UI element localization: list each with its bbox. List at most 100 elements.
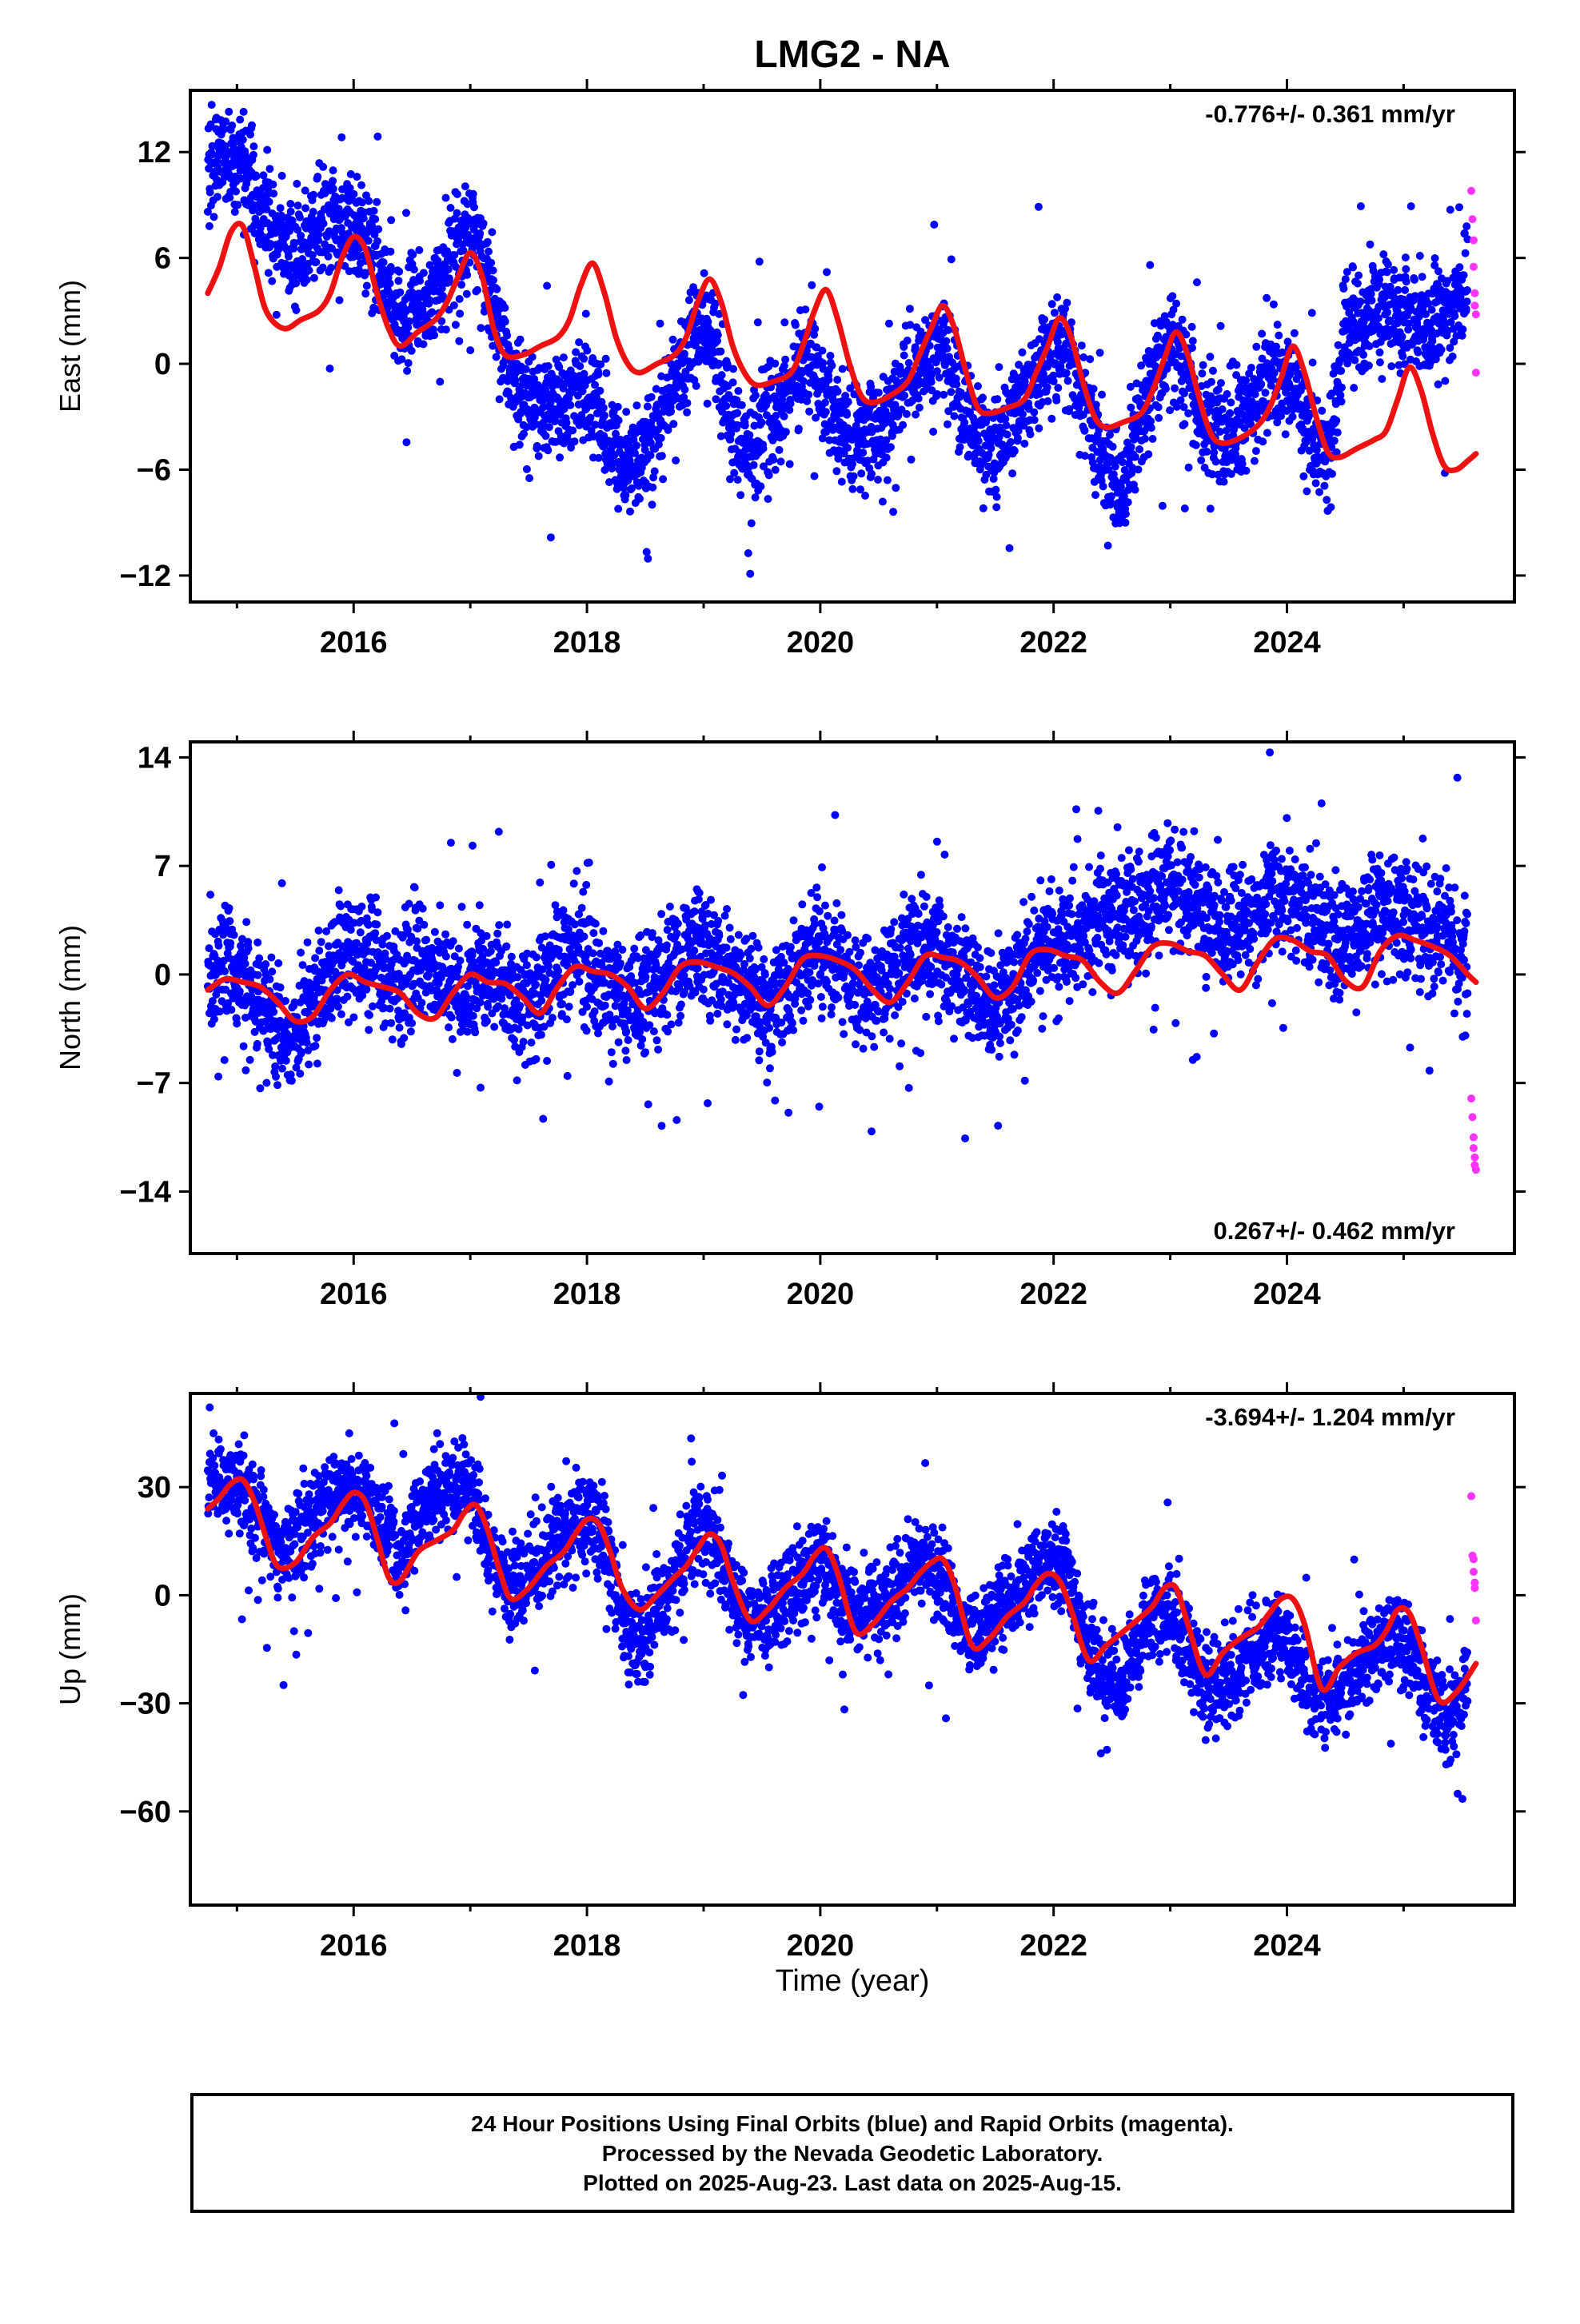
final-point (1135, 445, 1143, 453)
final-point (402, 209, 410, 217)
final-point (1402, 265, 1410, 273)
final-point (1463, 286, 1471, 294)
final-point (357, 181, 365, 189)
final-point (1402, 253, 1410, 261)
final-point (904, 337, 912, 345)
final-point (373, 133, 381, 141)
final-point (299, 961, 307, 969)
final-point (859, 448, 867, 456)
final-point (484, 1003, 492, 1011)
final-point (501, 317, 509, 325)
final-point (328, 1015, 336, 1022)
final-point (357, 928, 365, 936)
final-point (402, 438, 410, 446)
final-point (765, 471, 773, 479)
final-point (544, 446, 552, 454)
final-point (249, 151, 257, 159)
final-point (445, 1023, 453, 1031)
final-point (1223, 390, 1231, 398)
final-point (516, 440, 524, 448)
final-point (1390, 266, 1398, 274)
final-point (991, 486, 999, 494)
x-tick-label: 2022 (1019, 626, 1087, 660)
final-point (407, 1027, 415, 1035)
final-point (1030, 409, 1038, 417)
final-point (358, 198, 366, 206)
final-point (644, 403, 652, 411)
final-point (861, 492, 869, 500)
final-point (442, 194, 450, 202)
final-point (692, 382, 700, 390)
final-point (286, 200, 294, 208)
final-point (210, 213, 218, 221)
final-point (940, 391, 948, 399)
final-point (1217, 379, 1225, 387)
final-point (900, 392, 908, 400)
final-point (843, 411, 851, 419)
final-point (995, 363, 1003, 371)
final-point (795, 425, 803, 433)
final-point (1270, 301, 1278, 309)
final-point (1383, 309, 1391, 317)
final-point (456, 309, 464, 317)
final-point (411, 883, 419, 891)
final-point (361, 289, 369, 297)
final-point (517, 336, 525, 344)
final-point (387, 216, 395, 224)
final-point (780, 318, 788, 326)
final-point (372, 894, 380, 902)
final-point (296, 1070, 304, 1078)
final-point (1181, 504, 1189, 512)
final-point (1379, 250, 1387, 258)
final-point (483, 932, 491, 940)
final-point (464, 1028, 472, 1036)
final-point (268, 967, 276, 975)
final-point (1251, 457, 1259, 465)
final-point (1263, 294, 1271, 302)
final-point (1217, 322, 1225, 330)
final-point (357, 903, 365, 911)
final-point (680, 385, 688, 393)
final-point (1323, 496, 1331, 504)
final-point (1180, 420, 1188, 428)
final-point (278, 1065, 286, 1073)
final-point (395, 268, 403, 276)
final-point (1043, 384, 1051, 392)
final-point (839, 365, 847, 373)
final-point (225, 917, 233, 925)
final-point (1192, 441, 1200, 449)
final-point (718, 371, 726, 379)
final-point (296, 213, 304, 221)
final-point (583, 347, 591, 355)
final-point (1199, 361, 1207, 369)
final-point (1338, 384, 1346, 392)
final-point (777, 457, 785, 465)
final-point (801, 305, 809, 313)
final-point (1185, 464, 1193, 472)
final-point (1188, 323, 1196, 331)
final-point (1007, 438, 1015, 446)
final-point (804, 391, 812, 399)
final-point (365, 1026, 373, 1034)
final-point (431, 928, 439, 936)
final-point (240, 1042, 248, 1050)
final-point (236, 987, 244, 995)
final-point (1020, 440, 1028, 448)
final-point (400, 1034, 408, 1042)
final-point (1257, 381, 1265, 389)
final-point (267, 954, 275, 962)
final-point (1044, 397, 1052, 405)
final-point (1031, 416, 1039, 424)
final-point (1458, 325, 1466, 333)
final-point (1207, 378, 1215, 386)
final-point (1212, 458, 1220, 466)
final-point (471, 1028, 479, 1036)
final-point (738, 401, 746, 409)
final-point (263, 146, 271, 154)
final-point (744, 549, 752, 557)
final-point (205, 222, 213, 230)
final-point (1091, 491, 1099, 499)
final-point (415, 246, 423, 254)
final-point (311, 954, 319, 962)
final-point (272, 1073, 280, 1081)
